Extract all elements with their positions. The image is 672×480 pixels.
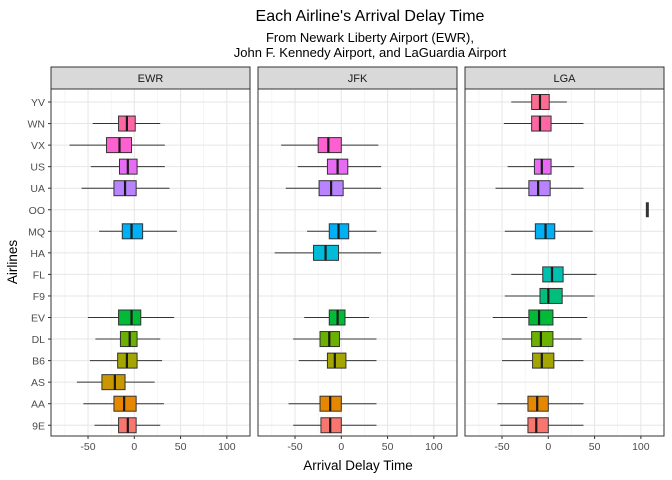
x-axis-title: Arrival Delay Time	[303, 458, 413, 473]
box-body	[531, 115, 552, 132]
box-jfk-b6	[298, 352, 377, 369]
box-body	[317, 137, 342, 154]
box-body	[527, 417, 549, 434]
box-jfk-mq	[307, 223, 377, 240]
x-tick-label: 50	[382, 441, 394, 453]
box-lga-aa	[497, 395, 584, 412]
box-ewr-vx	[69, 137, 165, 154]
box-ewr-us	[90, 158, 165, 175]
y-tick-label: HA	[30, 248, 45, 260]
y-tick-label: UA	[30, 183, 45, 195]
y-tick-label: AA	[31, 399, 45, 411]
y-tick-label: WN	[28, 119, 46, 131]
box-lga-us	[507, 158, 575, 175]
y-tick-label: B6	[32, 356, 45, 368]
box-jfk-ha	[274, 244, 382, 261]
panel-background	[465, 89, 664, 436]
box-jfk-ev	[304, 309, 370, 326]
y-tick-label: FL	[33, 269, 45, 281]
chart-subtitle-line-2: John F. Kennedy Airport, and LaGuardia A…	[234, 45, 507, 60]
y-tick-label: EV	[31, 313, 45, 325]
box-body	[539, 287, 563, 304]
x-tick-label: 50	[589, 441, 601, 453]
y-tick-label: US	[30, 162, 45, 174]
x-tick-label: -50	[80, 441, 95, 453]
box-lga-ua	[495, 180, 584, 197]
box-ewr-dl	[95, 331, 161, 348]
x-tick-label: 100	[218, 441, 236, 453]
y-tick-label: DL	[32, 334, 46, 346]
box-ewr-9e	[94, 417, 161, 434]
box-jfk-vx	[281, 137, 379, 154]
x-tick-label: 0	[545, 441, 551, 453]
strip-background	[257, 66, 458, 90]
box-body	[118, 309, 142, 326]
x-tick-label: 100	[632, 441, 650, 453]
box-jfk-9e	[293, 417, 377, 434]
strip-label: LGA	[553, 73, 576, 85]
strip-label: EWR	[138, 73, 164, 85]
box-lga-wn	[503, 115, 584, 132]
box-lga-fl	[511, 266, 597, 283]
strip-background	[464, 66, 665, 90]
box-lga-dl	[502, 331, 582, 348]
box-jfk-ua	[285, 180, 382, 197]
box-ewr-as	[76, 374, 155, 391]
chart-subtitle-line-1: From Newark Liberty Airport (EWR),	[266, 30, 474, 45]
panel-background	[51, 89, 250, 436]
y-tick-label: YV	[31, 97, 45, 109]
box-lga-f9	[504, 287, 595, 304]
y-axis-title: Airlines	[5, 240, 20, 285]
x-tick-label: 100	[425, 441, 443, 453]
box-lga-ev	[492, 309, 588, 326]
box-lga-9e	[500, 417, 584, 434]
x-tick-label: -50	[287, 441, 302, 453]
panel-jfk: JFK -50 0 50 100	[257, 66, 458, 453]
panel-lga: LGA -50 0 50 100	[464, 66, 665, 453]
box-ewr-b6	[89, 352, 163, 369]
box-body	[531, 331, 554, 348]
panel-background	[258, 89, 457, 436]
box-jfk-dl	[293, 331, 377, 348]
panels-layer: EWR -50 0 50 100 9E AA AS B6 DL EV F9 FL HA MQ OO UA US VX…	[28, 66, 665, 453]
panel-ewr: EWR -50 0 50 100 9E AA AS B6 DL EV F9 FL HA MQ OO UA US VX…	[28, 66, 251, 453]
box-ewr-wn	[92, 115, 161, 132]
box-body	[528, 309, 554, 326]
y-tick-label: F9	[33, 291, 45, 303]
box-lga-yv	[511, 94, 567, 110]
y-tick-label: VX	[31, 140, 45, 152]
box-lga-mq	[504, 223, 593, 240]
x-tick-label: -50	[494, 441, 509, 453]
box-ewr-mq	[99, 223, 177, 240]
box-body	[326, 352, 347, 369]
box-body	[532, 352, 555, 369]
y-tick-label: AS	[31, 377, 45, 389]
y-tick-label: OO	[29, 205, 45, 217]
y-tick-label: MQ	[28, 226, 45, 238]
box-body	[528, 180, 551, 197]
box-jfk-us	[297, 158, 382, 175]
x-tick-label: 0	[131, 441, 137, 453]
x-tick-label: 0	[338, 441, 344, 453]
strip-label: JFK	[348, 73, 368, 85]
chart-title: Each Airline's Arrival Delay Time	[256, 8, 485, 25]
strip-background	[50, 66, 251, 90]
box-body	[101, 374, 126, 391]
box-lga-b6	[502, 352, 584, 369]
y-tick-label: 9E	[32, 420, 45, 432]
x-tick-label: 50	[175, 441, 187, 453]
box-jfk-aa	[288, 395, 377, 412]
box-ewr-ev	[88, 309, 175, 326]
box-ewr-ua	[81, 180, 170, 197]
box-ewr-aa	[83, 395, 164, 412]
